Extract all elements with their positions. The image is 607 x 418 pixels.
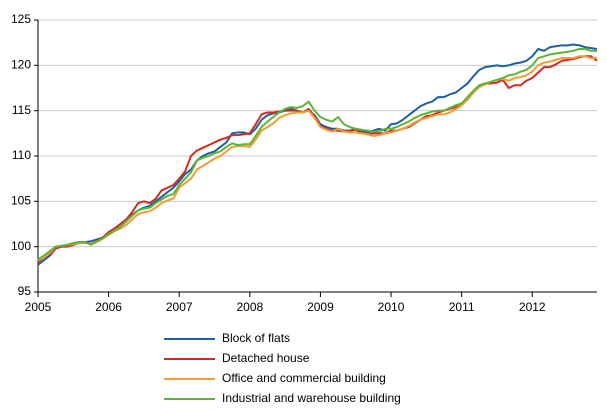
y-tick-label: 125 — [11, 12, 31, 26]
y-tick-label: 120 — [11, 58, 31, 72]
y-tick-label: 100 — [11, 239, 31, 253]
legend-label: Block of flats — [222, 331, 290, 345]
x-tick-label: 2008 — [236, 300, 263, 314]
y-tick-label: 115 — [12, 103, 31, 117]
x-tick-label: 2010 — [378, 300, 405, 314]
legend-label: Detached house — [222, 351, 310, 365]
series-line — [37, 55, 598, 263]
series-line — [37, 55, 597, 262]
x-tick-label: 2007 — [166, 300, 193, 314]
x-tick-label: 2009 — [307, 300, 334, 314]
x-tick-label: 2012 — [519, 300, 546, 314]
y-tick-label: 110 — [12, 148, 31, 162]
x-tick-label: 2011 — [449, 300, 475, 314]
y-tick-label: 105 — [11, 194, 31, 208]
y-tick-label: 95 — [18, 284, 32, 298]
series-line — [37, 43, 598, 266]
x-tick-label: 2005 — [25, 300, 52, 314]
series-line — [37, 48, 597, 261]
legend-label: Industrial and warehouse building — [222, 391, 401, 405]
legend-label: Office and commercial building — [222, 371, 386, 385]
x-tick-label: 2006 — [95, 300, 122, 314]
